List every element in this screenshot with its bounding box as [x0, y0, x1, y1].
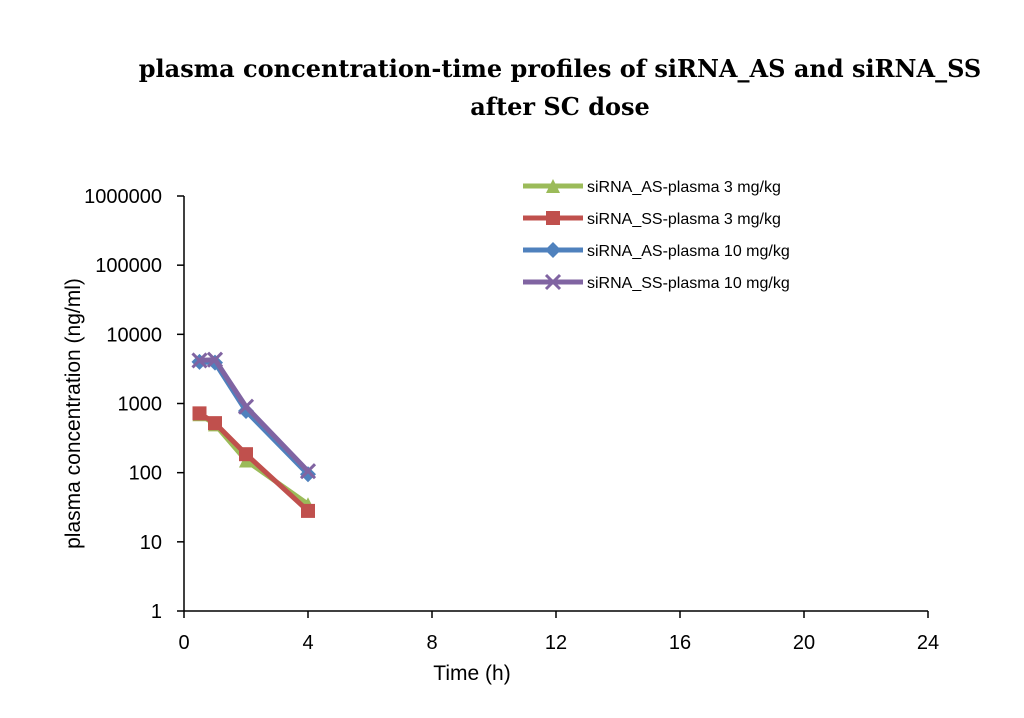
legend-label: siRNA_SS-plasma 10 mg/kg: [587, 275, 790, 292]
x-tick-label: 4: [302, 632, 313, 654]
data-point-stroke: [191, 352, 208, 369]
legend-item-4: siRNA_SS-plasma 10 mg/kg: [523, 273, 790, 292]
legend-item-3: siRNA_AS-plasma 10 mg/kg: [523, 242, 790, 260]
data-point-stroke: [544, 273, 562, 291]
data-point: [191, 352, 208, 369]
x-axis-label: Time (h): [433, 662, 510, 685]
series-2: [192, 406, 315, 518]
series-line: [199, 357, 310, 473]
legend-label: siRNA_SS-plasma 3 mg/kg: [587, 211, 781, 228]
series-4: [191, 351, 317, 480]
data-point: [206, 351, 224, 368]
x-tick-label: 16: [669, 632, 691, 654]
axes: 0 4 8 12 16 20 24 1 10 100 1000 10000 100000 1000000: [84, 186, 939, 654]
data-point: [544, 273, 562, 291]
data-point: [192, 406, 207, 421]
data-point: [545, 242, 561, 258]
y-tick-label: 100: [129, 463, 162, 485]
data-point: [237, 398, 255, 415]
legend: siRNA_AS-plasma 3 mg/kg siRNA_SS-plasma 3…: [523, 179, 790, 292]
x-tick-label: 8: [426, 632, 437, 654]
data-point-stroke: [299, 463, 317, 480]
data-point: [546, 211, 560, 225]
series-line: [198, 411, 310, 513]
data-point: [546, 179, 560, 193]
data-point: [238, 402, 254, 419]
legend-item-1: siRNA_AS-plasma 3 mg/kg: [523, 179, 781, 196]
chart-title-line-1: plasma concentration-time profiles of si…: [138, 54, 982, 83]
x-tick-label: 12: [545, 632, 567, 654]
y-tick-label: 1: [151, 601, 162, 623]
y-tick-label: 10: [140, 532, 162, 554]
x-tick-label: 0: [178, 632, 189, 654]
data-point-stroke: [237, 398, 255, 415]
y-tick-label: 1000: [118, 394, 163, 416]
chart-title: plasma concentration-time profiles of si…: [110, 50, 1010, 126]
data-point: [239, 447, 253, 462]
chart-title-line-2: after SC dose: [470, 92, 650, 121]
data-point: [301, 503, 315, 518]
y-axis-label: plasma concentration (ng/ml): [62, 278, 85, 549]
data-point: [299, 463, 317, 480]
legend-label: siRNA_AS-plasma 10 mg/kg: [587, 243, 790, 260]
x-tick-label: 24: [917, 632, 939, 654]
legend-label: siRNA_AS-plasma 3 mg/kg: [587, 179, 781, 196]
y-tick-label: 10000: [106, 324, 162, 346]
legend-item-2: siRNA_SS-plasma 3 mg/kg: [523, 211, 781, 228]
y-tick-label: 100000: [95, 255, 162, 277]
series-layer: [191, 351, 317, 518]
data-point: [208, 416, 222, 431]
x-tick-label: 20: [793, 632, 815, 654]
data-point-stroke: [206, 351, 224, 368]
y-tick-label: 1000000: [84, 186, 162, 208]
